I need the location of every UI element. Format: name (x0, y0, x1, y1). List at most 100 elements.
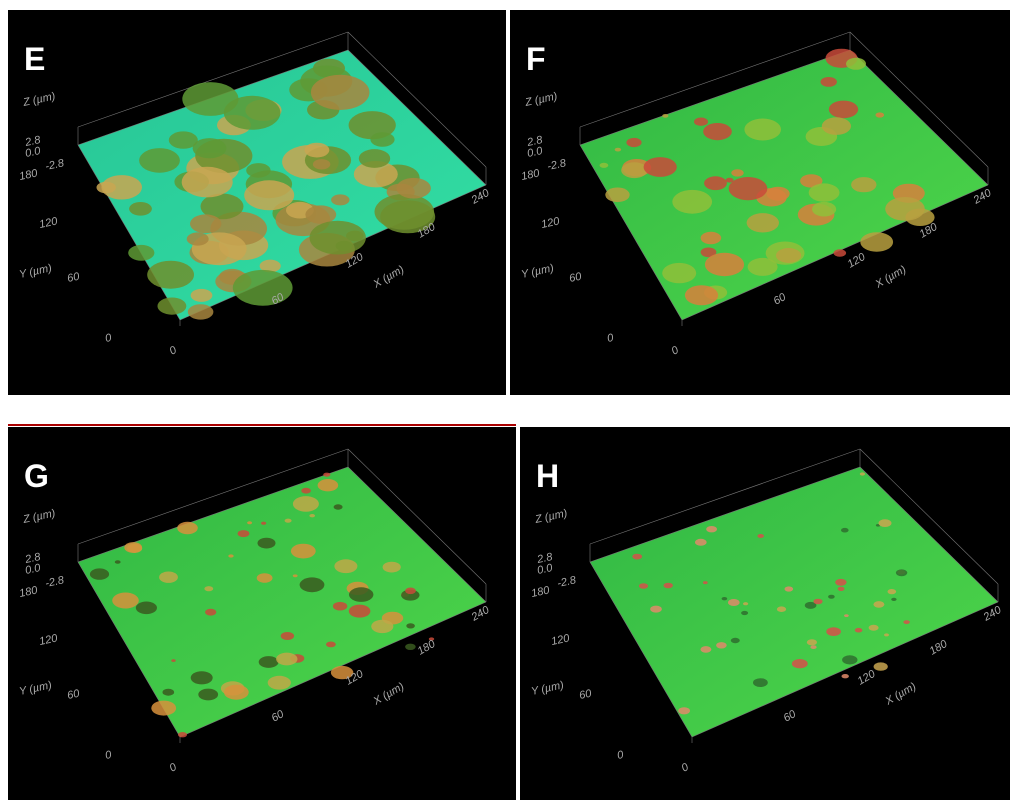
surface-feature (238, 530, 250, 537)
surface-feature (310, 221, 366, 255)
surface-feature (747, 213, 779, 232)
surface-feature (259, 656, 279, 668)
surface-feature (318, 479, 339, 491)
surface-feature (744, 119, 781, 141)
surface-feature (90, 568, 109, 579)
surface-feature (704, 176, 727, 190)
surface-feature (664, 583, 673, 589)
surface-feature (228, 554, 233, 557)
surface-feature (810, 645, 816, 649)
surface-feature (703, 581, 708, 584)
surface-feature (731, 169, 743, 176)
surface-feature (678, 707, 690, 714)
surface-feature (835, 579, 846, 586)
surface-feature (705, 253, 744, 276)
surface-feature (115, 560, 121, 564)
surface-feature (305, 143, 330, 158)
surface-feature (405, 588, 416, 595)
surface-feature (177, 522, 198, 534)
panel: GZ (µm)2.80.0-2.8180120600Y (µm)06012018… (8, 427, 516, 800)
surface-feature (650, 606, 662, 613)
surface-feature (701, 232, 722, 244)
surface-feature (182, 167, 233, 198)
surface-feature (662, 114, 668, 118)
surface-feature (406, 623, 415, 628)
surface-feature (860, 232, 893, 252)
surface-feature (873, 601, 884, 608)
surface-feature (205, 609, 216, 616)
surface-feature (112, 593, 139, 609)
surface-feature (741, 611, 748, 615)
surface-feature (777, 606, 786, 612)
surface-feature (193, 138, 227, 158)
surface-feature (191, 671, 213, 684)
surface-feature (672, 190, 712, 214)
surface-feature (621, 162, 647, 178)
surface-feature (694, 118, 708, 126)
surface-feature (838, 587, 845, 591)
surface-feature (888, 589, 897, 594)
surface-feature (785, 586, 794, 591)
surface-feature (884, 633, 889, 636)
surface-feature (139, 148, 180, 173)
surface-feature (632, 554, 642, 560)
surface-feature (828, 595, 835, 599)
surface-feature (885, 197, 925, 221)
surface-feature (198, 689, 218, 701)
surface-feature (879, 519, 892, 527)
surface-feature (869, 625, 879, 631)
surface-feature (807, 639, 817, 645)
surface-feature (334, 504, 343, 509)
surface-feature (313, 159, 330, 169)
panel-label: H (536, 458, 559, 494)
surface-feature (204, 586, 213, 591)
surface-feature (792, 659, 808, 668)
surface-feature (258, 538, 276, 549)
surface-feature (349, 587, 373, 602)
figure: EZ (µm)2.80.0-2.8180120600Y (µm)06012018… (0, 0, 1014, 805)
surface-feature (300, 577, 325, 592)
surface-feature (731, 638, 740, 643)
surface-feature (97, 182, 116, 194)
surface-feature (748, 258, 778, 276)
surface-feature (716, 642, 727, 648)
surface-feature (728, 599, 740, 606)
panel: FZ (µm)2.80.0-2.8180120600Y (µm)06012018… (510, 10, 1010, 395)
surface-feature (757, 534, 764, 538)
surface-feature (874, 662, 888, 670)
surface-feature (261, 522, 266, 525)
surface-feature (844, 614, 849, 617)
surface-feature (812, 202, 836, 217)
surface-feature (147, 261, 194, 289)
surface-feature (257, 573, 273, 583)
surface-feature (276, 653, 297, 666)
surface-feature (822, 117, 851, 135)
surface-feature (842, 674, 849, 678)
surface-feature (349, 605, 371, 618)
surface-feature (163, 689, 175, 696)
surface-feature (158, 298, 187, 315)
surface-feature (860, 472, 865, 475)
surface-feature (311, 75, 370, 110)
surface-feature (281, 632, 294, 640)
surface-feature (305, 205, 336, 223)
surface-feature (851, 177, 876, 192)
surface-feature (813, 599, 822, 605)
surface-feature (268, 676, 291, 690)
surface-feature (605, 188, 629, 203)
surface-feature (776, 248, 801, 263)
surface-feature (309, 514, 315, 517)
surface-feature (722, 597, 728, 600)
surface-feature (706, 526, 717, 532)
surface-feature (809, 183, 840, 201)
surface-feature (359, 149, 390, 168)
surface-feature (891, 598, 896, 601)
surface-feature (136, 602, 157, 615)
surface-feature (224, 685, 249, 700)
surface-feature (855, 628, 863, 633)
surface-feature (826, 627, 841, 636)
surface-feature (829, 101, 858, 119)
surface-feature (247, 521, 252, 524)
surface-feature (700, 646, 711, 653)
panel: HZ (µm)2.80.0-2.8180120600Y (µm)06012018… (520, 427, 1010, 800)
